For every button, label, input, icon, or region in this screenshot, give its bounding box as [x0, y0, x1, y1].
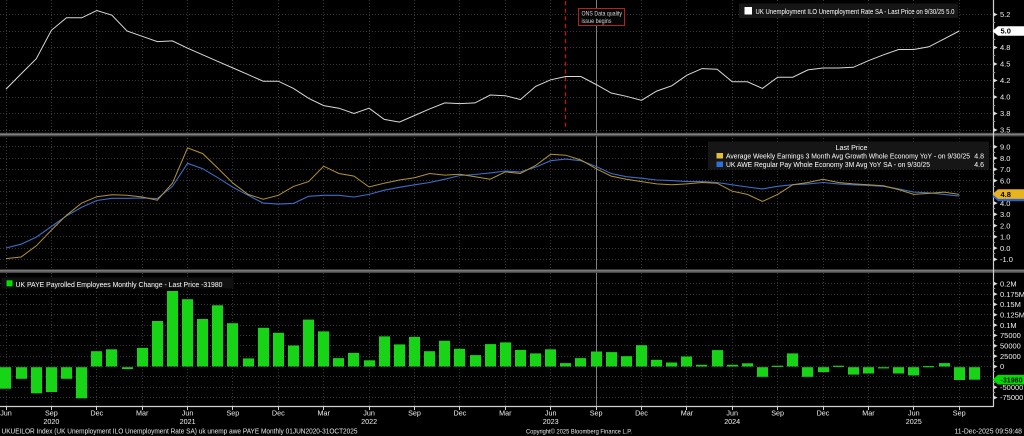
svg-text:4.5: 4.5 [1000, 60, 1010, 69]
svg-text:Mar: Mar [862, 409, 875, 418]
svg-text:2021: 2021 [180, 417, 196, 426]
svg-text:8.0: 8.0 [1000, 154, 1010, 163]
svg-text:Mar: Mar [681, 409, 694, 418]
svg-text:UKUEILOR Index (UK Unemploymen: UKUEILOR Index (UK Unemployment ILO Unem… [2, 429, 358, 436]
svg-text:0.1M: 0.1M [1000, 321, 1017, 330]
svg-text:4.0: 4.0 [1000, 93, 1010, 102]
svg-text:Sep: Sep [590, 409, 603, 418]
svg-text:0.2M: 0.2M [1000, 279, 1017, 288]
svg-text:Jun: Jun [908, 409, 920, 418]
svg-text:2022: 2022 [361, 417, 377, 426]
svg-text:4.0: 4.0 [1000, 199, 1010, 208]
svg-text:Average Weekly Earnings 3 Mont: Average Weekly Earnings 3 Month Avg Grow… [726, 154, 970, 161]
svg-text:3.8: 3.8 [1000, 109, 1010, 118]
svg-text:Sep: Sep [227, 409, 240, 418]
svg-text:UK PAYE Payrolled Employees Mo: UK PAYE Payrolled Employees Monthly Chan… [16, 282, 223, 289]
svg-text:9.0: 9.0 [1000, 143, 1010, 152]
svg-text:UK Unemployment ILO Unemployme: UK Unemployment ILO Unemployment Rate SA… [756, 9, 955, 16]
svg-text:-1.0: -1.0 [1000, 255, 1013, 264]
svg-text:25000: 25000 [1000, 352, 1021, 361]
svg-text:2020: 2020 [43, 417, 59, 426]
svg-text:4.8: 4.8 [974, 154, 984, 161]
svg-text:-50000: -50000 [1000, 383, 1023, 392]
svg-text:6.0: 6.0 [1000, 176, 1010, 185]
svg-text:Jun: Jun [363, 409, 375, 418]
svg-text:Sep: Sep [408, 409, 421, 418]
svg-text:0.175M: 0.175M [1000, 290, 1024, 299]
svg-text:Dec: Dec [635, 409, 648, 418]
svg-text:75000: 75000 [1000, 331, 1021, 340]
svg-text:ONS Data quality: ONS Data quality [582, 11, 623, 18]
svg-text:Jun: Jun [0, 409, 12, 418]
svg-text:2025: 2025 [906, 417, 922, 426]
svg-text:-75000: -75000 [1000, 393, 1023, 402]
svg-text:2.0: 2.0 [1000, 221, 1010, 230]
svg-text:2024: 2024 [724, 417, 740, 426]
svg-text:0.125M: 0.125M [1000, 310, 1024, 319]
svg-text:2023: 2023 [543, 417, 559, 426]
svg-text:5.0: 5.0 [1001, 27, 1011, 36]
svg-text:50000: 50000 [1000, 342, 1021, 351]
svg-text:1.0: 1.0 [1000, 233, 1010, 242]
svg-text:4.2: 4.2 [1000, 76, 1010, 85]
svg-text:UK AWE Regular Pay Whole Econo: UK AWE Regular Pay Whole Economy 3M Avg … [726, 162, 930, 169]
svg-text:4.6: 4.6 [974, 162, 984, 169]
svg-text:Sep: Sep [953, 409, 966, 418]
svg-text:Last Price: Last Price [836, 145, 868, 152]
svg-text:Jun: Jun [182, 409, 194, 418]
svg-text:Dec: Dec [90, 409, 103, 418]
svg-text:0.15M: 0.15M [1000, 300, 1021, 309]
svg-text:7.0: 7.0 [1000, 165, 1010, 174]
svg-text:3.5: 3.5 [1000, 126, 1010, 135]
svg-text:0.0: 0.0 [1000, 244, 1010, 253]
svg-text:-31980: -31980 [1001, 375, 1023, 384]
svg-text:Jun: Jun [726, 409, 738, 418]
svg-text:Mar: Mar [499, 409, 512, 418]
svg-text:Dec: Dec [272, 409, 285, 418]
svg-text:Dec: Dec [817, 409, 830, 418]
svg-text:Mar: Mar [136, 409, 149, 418]
svg-text:Jun: Jun [545, 409, 557, 418]
svg-text:Sep: Sep [45, 409, 58, 418]
svg-text:Copyright© 2025 Bloomberg Fina: Copyright© 2025 Bloomberg Finance L.P. [526, 428, 632, 436]
svg-text:Mar: Mar [318, 409, 331, 418]
svg-text:Dec: Dec [454, 409, 467, 418]
svg-text:4.8: 4.8 [1001, 190, 1011, 199]
svg-text:3.0: 3.0 [1000, 210, 1010, 219]
svg-text:issue begins: issue begins [582, 18, 612, 25]
svg-text:Sep: Sep [771, 409, 784, 418]
svg-text:5.2: 5.2 [1000, 10, 1010, 19]
svg-text:4.8: 4.8 [1000, 43, 1010, 52]
svg-text:0: 0 [1000, 362, 1004, 371]
svg-text:11-Dec-2025 09:59:48: 11-Dec-2025 09:59:48 [955, 429, 1023, 436]
